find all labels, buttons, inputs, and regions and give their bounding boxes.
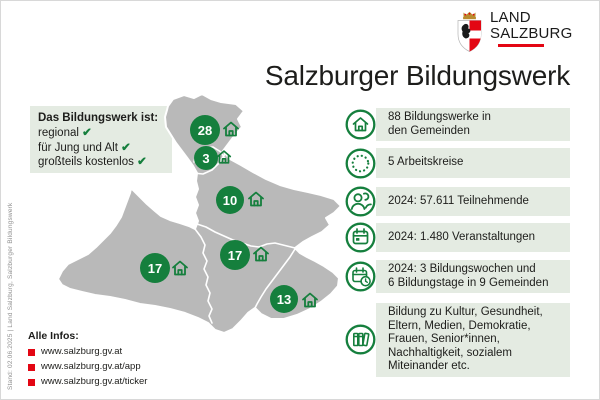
red-square-bullet [28,348,35,356]
infobox-item-label: regional [38,127,79,139]
salzburg-map: 28 3 10 17 17 13 [55,92,345,337]
logo-red-underline [498,44,544,47]
infobox-heading: Das Bildungswerk ist: [38,112,159,124]
stat-text: 2024: 3 Bildungswochen und 6 Bildungstag… [388,263,549,289]
stat-text: Bildung zu Kultur, Gesundheit, Eltern, M… [388,306,543,373]
map-marker-3: 10 [216,186,244,214]
map-marker-4: 17 [140,253,170,283]
stat-row: 2024: 3 Bildungswochen und 6 Bildungstag… [345,260,570,294]
stat-text: 2024: 57.611 Teilnehmende [388,194,529,207]
dotted-circle-icon [345,148,376,179]
footer-link[interactable]: www.salzburg.gv.at/app [28,361,147,373]
stat-text: 88 Bildungswerke in den Gemeinden [388,111,491,137]
check-icon: ✔ [82,127,92,139]
stat-box: Bildung zu Kultur, Gesundheit, Eltern, M… [376,303,570,377]
infobox-item-label: für Jung und Alt [38,141,118,154]
stat-box: 2024: 57.611 Teilnehmende [376,187,570,216]
house-icon [172,260,188,276]
infobox-item: regional ✔ [38,126,164,141]
stat-box: 2024: 3 Bildungswochen und 6 Bildungstag… [376,260,570,294]
infobox-item-label: großteils kostenlos [38,156,134,168]
stand-note: Stand: 02.06.2025 | Land Salzburg, Salzb… [7,202,14,390]
footer-infos: Alle Infos: www.salzburg.gv.at www.salzb… [28,330,147,388]
stat-row: 88 Bildungswerke in den Gemeinden [345,108,570,142]
calendar-icon [345,222,376,253]
footer-link[interactable]: www.salzburg.gv.at [28,346,147,358]
stat-box: 88 Bildungswerke in den Gemeinden [376,108,570,142]
house-icon [216,150,232,164]
footer-link-text[interactable]: www.salzburg.gv.at/app [41,361,141,372]
stat-box: 5 Arbeitskreise [376,148,570,178]
marker-value: 10 [222,192,238,208]
map-marker-1: 28 [190,115,220,145]
stat-row: 5 Arbeitskreise [345,148,570,179]
map-marker-6: 13 [270,285,298,313]
check-icon: ✔ [121,141,131,154]
logo-line1: LAND [490,9,531,26]
coat-of-arms-icon [457,11,482,52]
stat-row: 2024: 57.611 Teilnehmende [345,186,570,217]
stat-row: 2024: 1.480 Veranstaltungen [345,222,570,253]
infobox-item: für Jung und Alt ✔ [38,141,164,156]
people-icon [345,186,376,217]
footer-link-text[interactable]: www.salzburg.gv.at [41,346,123,357]
infobox-item: großteils kostenlos ✔ [38,155,164,170]
page-title: Salzburger Bildungswerk [264,60,570,91]
red-square-bullet [28,378,35,386]
footer-link[interactable]: www.salzburg.gv.at/ticker [28,376,147,388]
house-icon [248,191,264,207]
stat-text: 5 Arbeitskreise [388,156,464,169]
marker-value: 3 [202,150,210,166]
map-marker-2: 3 [194,146,218,170]
house-icon [302,292,318,308]
red-square-bullet [28,363,35,371]
infobox: Das Bildungswerk ist: regional ✔ für Jun… [30,106,172,173]
stat-box: 2024: 1.480 Veranstaltungen [376,223,570,252]
map-marker-5: 17 [220,240,250,270]
calendar-clock-icon [345,261,376,292]
footer-link-text[interactable]: www.salzburg.gv.at/ticker [41,376,148,387]
logo-text: LAND SALZBURG [490,10,572,47]
marker-value: 13 [276,291,292,307]
footer-heading: Alle Infos: [28,330,79,342]
logo-line2: SALZBURG [490,24,573,42]
house-icon [223,121,239,137]
books-icon [345,324,376,355]
land-salzburg-logo: LAND SALZBURG [456,10,572,56]
stat-text: 2024: 1.480 Veranstaltungen [388,230,536,243]
marker-value: 17 [227,247,243,263]
stat-row: Bildung zu Kultur, Gesundheit, Eltern, M… [345,303,570,377]
check-icon: ✔ [137,156,147,168]
marker-value: 17 [147,260,163,276]
marker-value: 28 [197,122,213,138]
house-icon [253,246,269,262]
house-icon [345,109,376,140]
